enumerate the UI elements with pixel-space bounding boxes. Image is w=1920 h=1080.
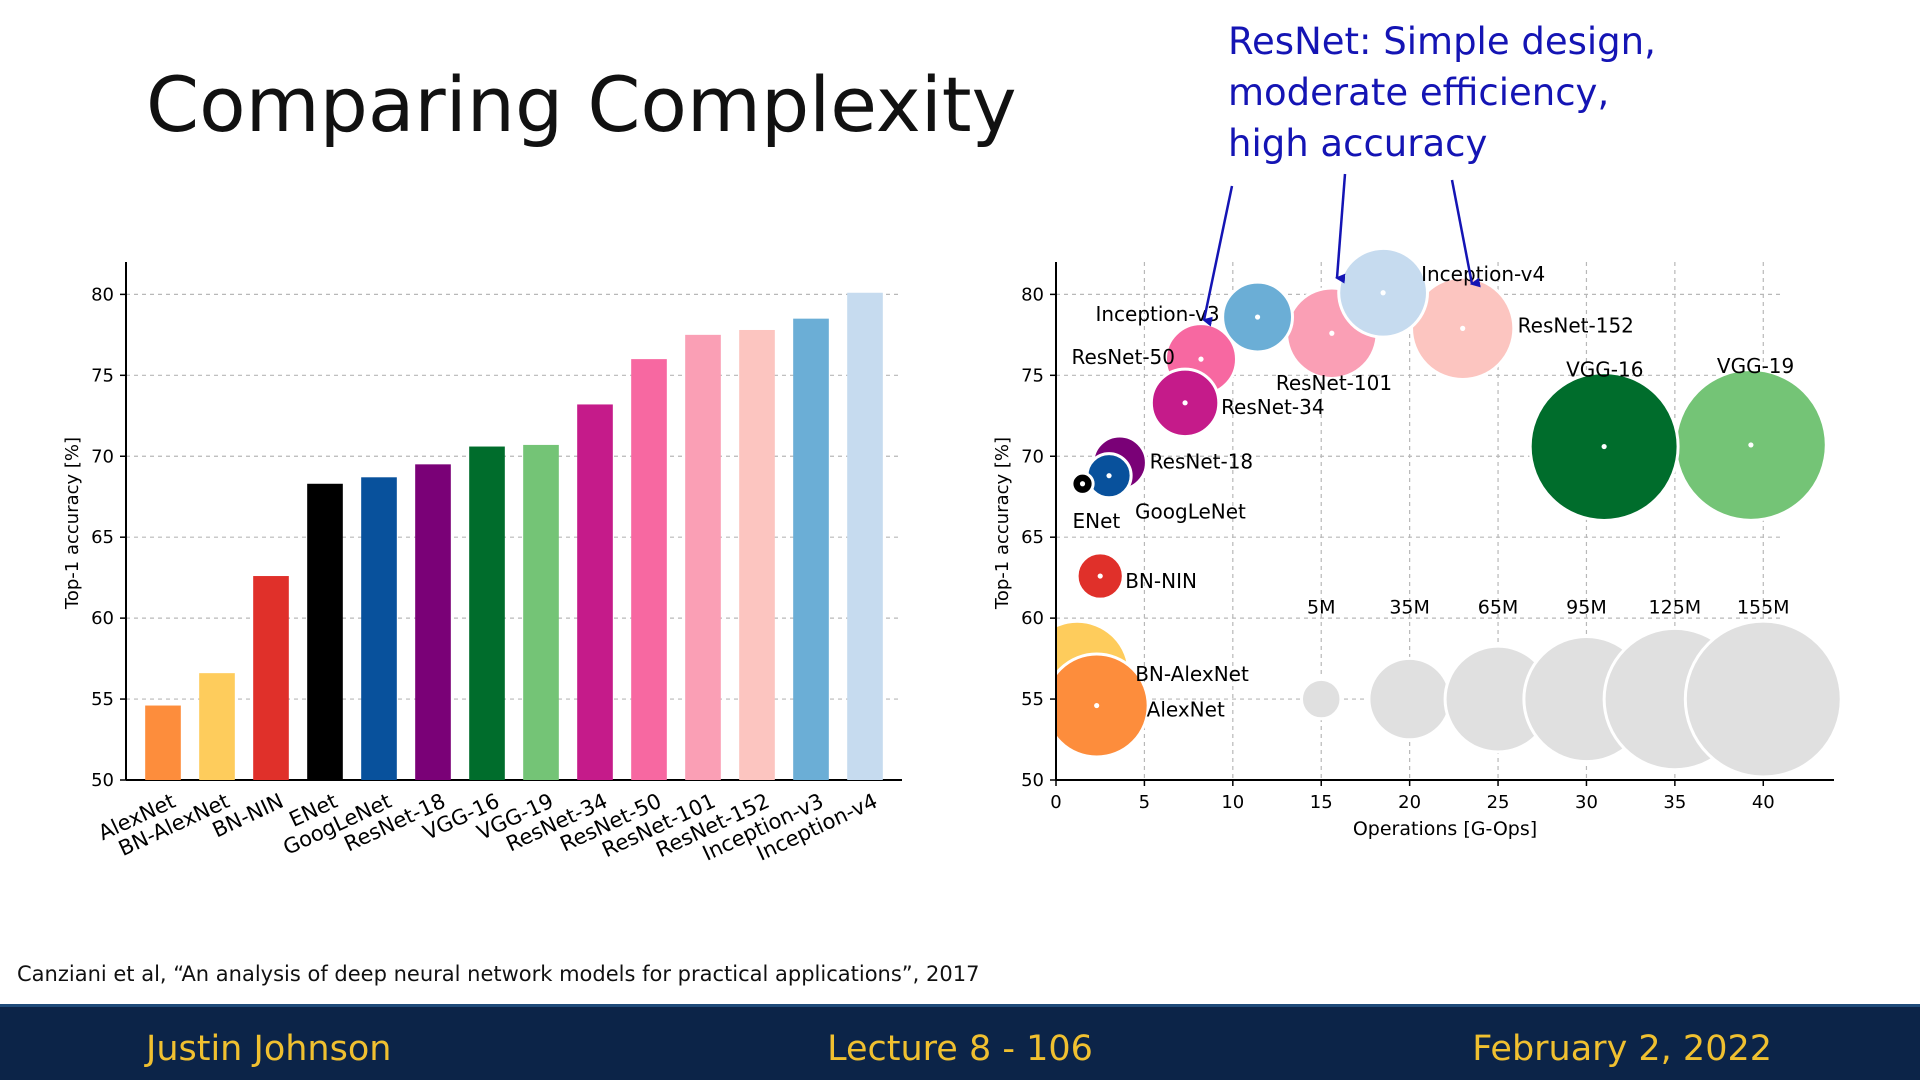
bar [523, 444, 559, 780]
size-legend-label: 125M [1649, 596, 1702, 618]
x-tick-label: 25 [1487, 792, 1510, 813]
bubble-center [1198, 356, 1204, 362]
bubble-label: ResNet-101 [1276, 371, 1392, 395]
y-tick-label: 65 [1021, 527, 1044, 548]
bar [199, 673, 235, 780]
y-tick-label: 60 [91, 608, 114, 629]
bubble-center [1329, 330, 1335, 336]
bubble-center [1601, 443, 1607, 450]
bubble-label: BN-NIN [1125, 569, 1197, 593]
bubble-center [1097, 573, 1103, 579]
bar [145, 705, 181, 780]
bar [577, 404, 613, 780]
y-tick-label: 75 [1021, 365, 1044, 386]
annotation-arrow [1450, 179, 1481, 288]
bar [631, 359, 667, 780]
bubble [1056, 652, 1150, 759]
slide-title: Comparing Complexity [146, 60, 1017, 149]
bar [793, 318, 829, 780]
size-legend-label: 35M [1389, 596, 1430, 618]
size-legend-bubble [1367, 656, 1452, 742]
bubble-label: BN-AlexNet [1135, 662, 1249, 686]
annotation-arrows [1202, 173, 1481, 327]
x-tick-label: 30 [1575, 792, 1598, 813]
bubble-label: VGG-16 [1566, 358, 1643, 382]
annotation-line: high accuracy [1228, 122, 1488, 165]
size-legend-label: 95M [1566, 596, 1607, 618]
bubble-label: AlexNet [1147, 698, 1225, 722]
footer-date: February 2, 2022 [1472, 1029, 1772, 1069]
y-tick-label: 70 [91, 446, 114, 467]
footer-author: Justin Johnson [146, 1029, 392, 1069]
size-legend-label: 5M [1307, 596, 1335, 618]
bubble-label: Inception-v3 [1095, 302, 1219, 326]
bar [685, 334, 721, 780]
annotation-line: moderate efficiency, [1228, 71, 1610, 114]
bubble-label: VGG-19 [1717, 354, 1794, 378]
size-legend-label: 155M [1737, 596, 1790, 618]
annotation-line: ResNet: Simple design, [1228, 20, 1656, 63]
x-tick-label: 35 [1663, 792, 1686, 813]
y-axis-label: Top-1 accuracy [%] [62, 437, 83, 610]
bubble-center [1460, 325, 1466, 331]
y-tick-label: 80 [1021, 284, 1044, 305]
bar [847, 292, 883, 780]
annotation-arrow [1202, 185, 1234, 327]
bubble-center [1106, 473, 1112, 479]
bubble-label: GoogLeNet [1135, 500, 1246, 524]
y-axis-label: Top-1 accuracy [%] [992, 437, 1013, 610]
x-axis-label: Operations [G-Ops] [1353, 818, 1537, 840]
y-tick-label: 55 [91, 689, 114, 710]
y-tick-label: 50 [91, 770, 114, 791]
y-tick-label: 70 [1021, 446, 1044, 467]
size-legend-bubble [1683, 619, 1843, 779]
x-tick-label: 20 [1398, 792, 1421, 813]
x-tick-label: 5 [1139, 792, 1150, 813]
bar [361, 477, 397, 780]
size-legend-bubble [1299, 677, 1343, 721]
citation: Canziani et al, “An analysis of deep neu… [17, 962, 980, 986]
bar [253, 576, 289, 780]
bubble-label: ResNet-18 [1150, 450, 1254, 474]
bubble-chart: 50 55 60 65 70 75 80 0 5 10 15 20 25 30 35 40 5M 35M 65M 95… [992, 246, 1843, 840]
y-tick-label: 65 [91, 527, 114, 548]
bar [415, 464, 451, 780]
bubble-label: ResNet-152 [1518, 313, 1634, 337]
bubble-group [1056, 246, 1828, 759]
bar [739, 329, 775, 780]
bubble-label: Inception-v4 [1421, 262, 1545, 286]
bubble-center [1079, 481, 1086, 487]
bubble-label: ResNet-50 [1071, 345, 1175, 369]
footer-bar: Justin Johnson Lecture 8 - 106 February … [0, 1007, 1920, 1080]
y-tick-label: 60 [1021, 608, 1044, 629]
bubble-center [1254, 314, 1261, 320]
bubble-center [1094, 702, 1100, 709]
x-tick-label: 40 [1752, 792, 1775, 813]
size-legend-label: 65M [1478, 596, 1519, 618]
footer-divider [0, 1004, 1920, 1007]
footer-lecture: Lecture 8 - 106 [827, 1029, 1093, 1069]
x-tick-label: 10 [1221, 792, 1244, 813]
bubble-center [1380, 290, 1386, 296]
bubble-center [1748, 442, 1754, 448]
annotation-arrow [1335, 173, 1347, 284]
y-tick-label: 50 [1021, 770, 1044, 791]
bubble-center [1182, 400, 1188, 406]
resnet-annotation: ResNet: Simple design, moderate efficien… [1228, 16, 1656, 169]
bar [469, 446, 505, 780]
x-tick-label: 15 [1310, 792, 1333, 813]
y-tick-label: 75 [91, 365, 114, 386]
bubble-label: ENet [1073, 509, 1121, 533]
bar [307, 483, 343, 780]
y-tick-label: 55 [1021, 689, 1044, 710]
y-tick-label: 80 [91, 284, 114, 305]
bubble-label: ResNet-34 [1221, 395, 1325, 419]
x-tick-label: 0 [1050, 792, 1061, 813]
